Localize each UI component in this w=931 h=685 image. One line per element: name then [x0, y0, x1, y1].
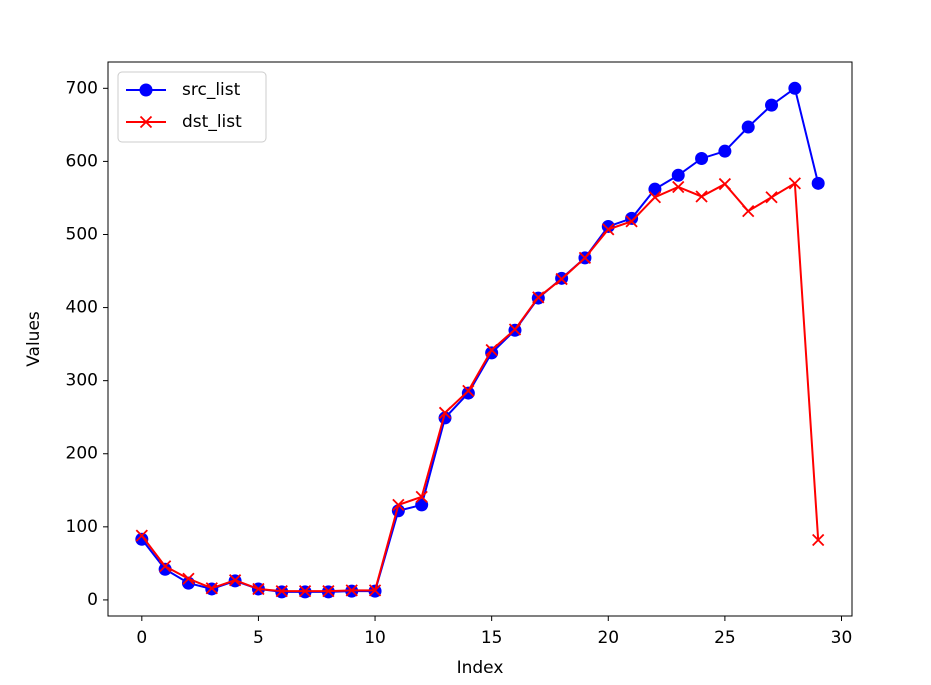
- marker: [159, 560, 172, 573]
- y-tick-label: 0: [87, 590, 98, 610]
- marker: [139, 115, 153, 129]
- marker: [672, 180, 685, 194]
- marker: [182, 572, 195, 585]
- marker: [695, 151, 709, 165]
- marker: [812, 533, 825, 547]
- legend-label: src_list: [182, 80, 241, 100]
- marker: [741, 120, 755, 134]
- y-tick-label: 700: [66, 78, 98, 98]
- marker: [415, 498, 429, 512]
- marker: [788, 81, 802, 95]
- marker: [438, 406, 452, 419]
- x-tick-label: 20: [597, 628, 619, 648]
- marker: [718, 177, 732, 191]
- marker: [275, 585, 288, 598]
- y-axis-label: Values: [24, 311, 44, 367]
- marker: [368, 584, 382, 597]
- legend-label: dst_list: [182, 112, 242, 132]
- marker: [139, 83, 153, 97]
- x-tick-label: 30: [831, 628, 853, 648]
- y-tick-label: 300: [66, 371, 98, 391]
- marker: [601, 219, 615, 233]
- marker: [532, 291, 545, 304]
- marker: [718, 144, 732, 158]
- x-tick-label: 10: [364, 628, 386, 648]
- marker: [485, 343, 498, 357]
- marker: [298, 585, 312, 598]
- marker: [695, 190, 708, 203]
- y-tick-label: 600: [66, 151, 98, 171]
- marker: [135, 529, 148, 542]
- marker: [415, 490, 428, 504]
- marker: [205, 582, 218, 595]
- y-tick-label: 500: [66, 224, 98, 244]
- plot-frame: [107, 61, 853, 617]
- marker: [322, 585, 335, 598]
- marker: [602, 223, 615, 236]
- marker: [461, 386, 475, 400]
- x-tick-label: 25: [714, 628, 736, 648]
- x-tick-label: 15: [481, 628, 503, 648]
- marker: [742, 204, 755, 218]
- marker: [228, 574, 242, 587]
- marker: [392, 498, 405, 512]
- marker: [625, 215, 638, 228]
- marker: [765, 98, 779, 112]
- marker: [811, 176, 825, 190]
- marker: [578, 251, 592, 265]
- marker: [648, 191, 662, 204]
- marker: [135, 532, 149, 546]
- marker: [252, 582, 265, 596]
- marker: [555, 272, 568, 286]
- marker: [158, 562, 172, 576]
- y-tick-label: 200: [66, 444, 98, 464]
- series-line: [141, 86, 820, 593]
- y-tick-label: 100: [66, 517, 98, 537]
- y-tick-label: 400: [66, 298, 98, 318]
- marker: [648, 182, 662, 196]
- marker: [671, 168, 685, 182]
- series-line: [141, 181, 820, 593]
- marker: [345, 584, 358, 597]
- marker: [765, 191, 778, 204]
- marker: [462, 384, 475, 398]
- x-tick-label: 5: [253, 628, 264, 648]
- marker: [788, 177, 801, 190]
- x-axis-label: Index: [457, 658, 504, 678]
- marker: [508, 323, 522, 336]
- x-tick-label: 0: [136, 628, 147, 648]
